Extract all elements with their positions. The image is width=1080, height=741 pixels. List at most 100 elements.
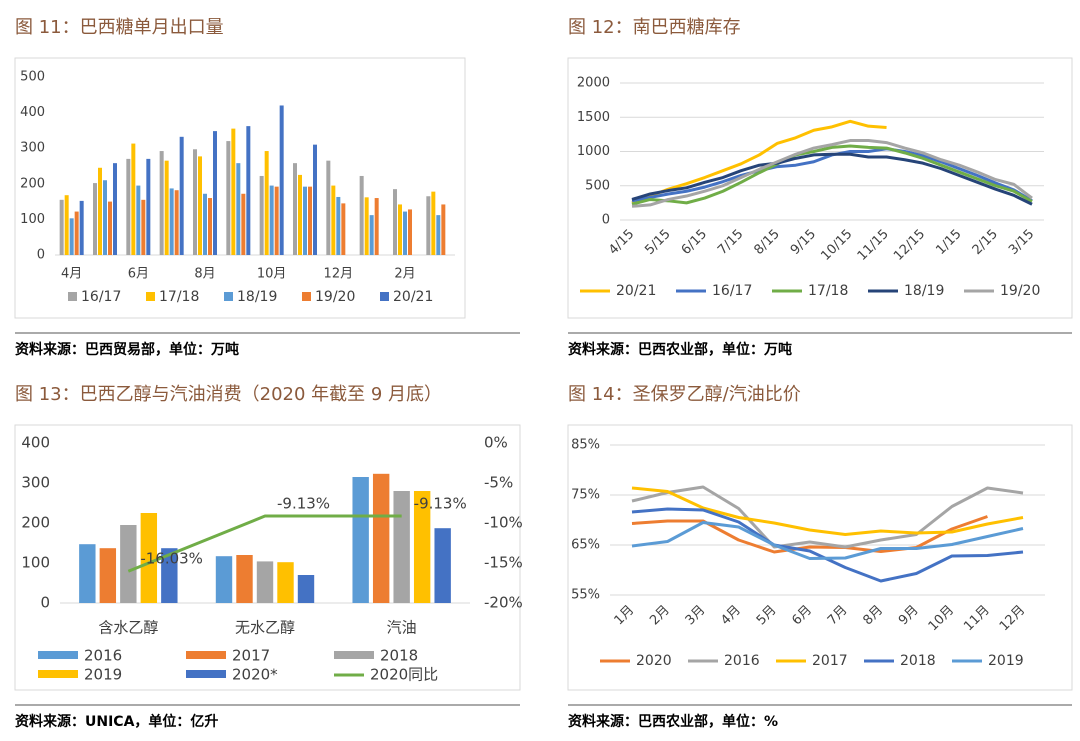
x-tick-label: 8月 bbox=[860, 603, 886, 629]
x-tick-label: 10月 bbox=[257, 267, 287, 282]
y-tick-label: 0 bbox=[37, 248, 45, 263]
y2-tick-label: -15% bbox=[484, 554, 523, 572]
bar bbox=[308, 186, 312, 255]
bar bbox=[303, 186, 307, 255]
bar bbox=[198, 156, 202, 255]
bar bbox=[293, 163, 297, 255]
chart-frame bbox=[567, 424, 1073, 691]
bar bbox=[79, 544, 96, 603]
legend-swatch bbox=[334, 651, 374, 659]
legend-swatch bbox=[68, 292, 77, 301]
legend-label: 16/17 bbox=[81, 289, 121, 305]
series-line bbox=[127, 514, 402, 573]
legend-label: 17/18 bbox=[808, 283, 848, 299]
source-note: 资料来源：巴西农业部，单位：% bbox=[568, 713, 778, 730]
y-tick-label: 1000 bbox=[577, 144, 610, 159]
bar bbox=[441, 204, 446, 255]
chart-title: 图 13：巴西乙醇与汽油消费（2020 年截至 9 月底） bbox=[15, 384, 442, 405]
y-tick-label: 0 bbox=[602, 213, 610, 228]
bar bbox=[193, 149, 197, 255]
x-tick-label: 7/15 bbox=[715, 227, 746, 258]
x-tick-label: 4月 bbox=[61, 267, 82, 282]
bar bbox=[179, 136, 184, 255]
x-tick-label: 3月 bbox=[683, 603, 709, 629]
bar bbox=[236, 555, 253, 603]
y-tick-label: 500 bbox=[20, 70, 45, 85]
bar bbox=[169, 188, 174, 255]
legend-label: 2019 bbox=[84, 666, 122, 684]
y-tick-label: 55% bbox=[571, 588, 600, 603]
bar bbox=[297, 575, 315, 603]
data-label: -16.03% bbox=[140, 550, 203, 568]
bar bbox=[141, 199, 146, 255]
x-tick-label: 9月 bbox=[896, 603, 922, 629]
bar bbox=[413, 491, 431, 603]
bar bbox=[341, 203, 346, 255]
bar bbox=[241, 193, 246, 255]
x-tick-label: 1/15 bbox=[933, 227, 964, 258]
x-tick-label: 2月 bbox=[394, 267, 415, 282]
legend-label: 17/18 bbox=[159, 289, 199, 305]
x-tick-label: 2/15 bbox=[970, 227, 1001, 258]
series-line bbox=[631, 139, 1033, 208]
source-note: 资料来源：UNICA，单位：亿升 bbox=[15, 713, 218, 730]
x-tick-label: 6月 bbox=[128, 267, 149, 282]
bar bbox=[274, 186, 279, 255]
bar bbox=[336, 196, 341, 255]
bar bbox=[136, 185, 141, 255]
bar bbox=[79, 200, 84, 255]
x-tick-label: 10月 bbox=[926, 603, 957, 634]
bar bbox=[393, 491, 410, 603]
bar bbox=[359, 175, 364, 255]
bar bbox=[374, 198, 379, 255]
bar bbox=[331, 185, 336, 255]
bar bbox=[369, 215, 374, 255]
legend-label: 2017 bbox=[812, 653, 848, 669]
x-tick-label: 9/15 bbox=[788, 227, 819, 258]
source-note: 资料来源：巴西农业部，单位：万吨 bbox=[568, 341, 792, 358]
bar bbox=[69, 218, 74, 255]
x-tick-label: 3/15 bbox=[1006, 227, 1037, 258]
bar bbox=[231, 128, 236, 255]
bar bbox=[426, 196, 431, 255]
bar bbox=[372, 473, 390, 603]
x-tick-label: 12月 bbox=[324, 267, 354, 282]
bar bbox=[59, 199, 64, 255]
y2-tick-label: -5% bbox=[484, 474, 513, 492]
bar bbox=[434, 528, 451, 603]
x-tick-label: 7月 bbox=[825, 603, 851, 629]
y-tick-label: 1500 bbox=[577, 110, 610, 125]
bar bbox=[226, 141, 231, 255]
y-tick-label: 300 bbox=[20, 141, 45, 156]
bar bbox=[326, 160, 331, 255]
chart-frame bbox=[567, 57, 1073, 319]
legend-label: 20/21 bbox=[393, 289, 433, 305]
bar bbox=[164, 160, 169, 255]
bar bbox=[203, 193, 207, 255]
bar bbox=[408, 209, 412, 255]
legend-swatch bbox=[146, 292, 155, 301]
bar bbox=[352, 477, 369, 603]
x-tick-label: 8/15 bbox=[752, 227, 783, 258]
series-line bbox=[631, 485, 1024, 549]
chart-title: 图 14：圣保罗乙醇/汽油比价 bbox=[568, 384, 801, 405]
bar bbox=[398, 204, 402, 255]
legend-label: 19/20 bbox=[315, 289, 355, 305]
bar bbox=[64, 195, 69, 255]
bar bbox=[279, 105, 284, 255]
x-tick-label: 4/15 bbox=[606, 227, 637, 258]
legend-label: 2020 bbox=[636, 653, 672, 669]
y2-tick-label: -10% bbox=[484, 514, 523, 532]
bar bbox=[126, 158, 131, 255]
legend-label: 2016 bbox=[84, 647, 122, 665]
y-tick-label: 400 bbox=[21, 434, 50, 452]
legend-label: 2018 bbox=[380, 647, 418, 665]
legend-label: 20/21 bbox=[616, 283, 656, 299]
y-tick-label: 100 bbox=[21, 554, 50, 572]
legend-swatch bbox=[186, 651, 226, 659]
x-tick-label: 12月 bbox=[997, 603, 1028, 634]
series-line bbox=[631, 515, 988, 554]
bar bbox=[98, 167, 102, 255]
bar bbox=[120, 525, 137, 603]
